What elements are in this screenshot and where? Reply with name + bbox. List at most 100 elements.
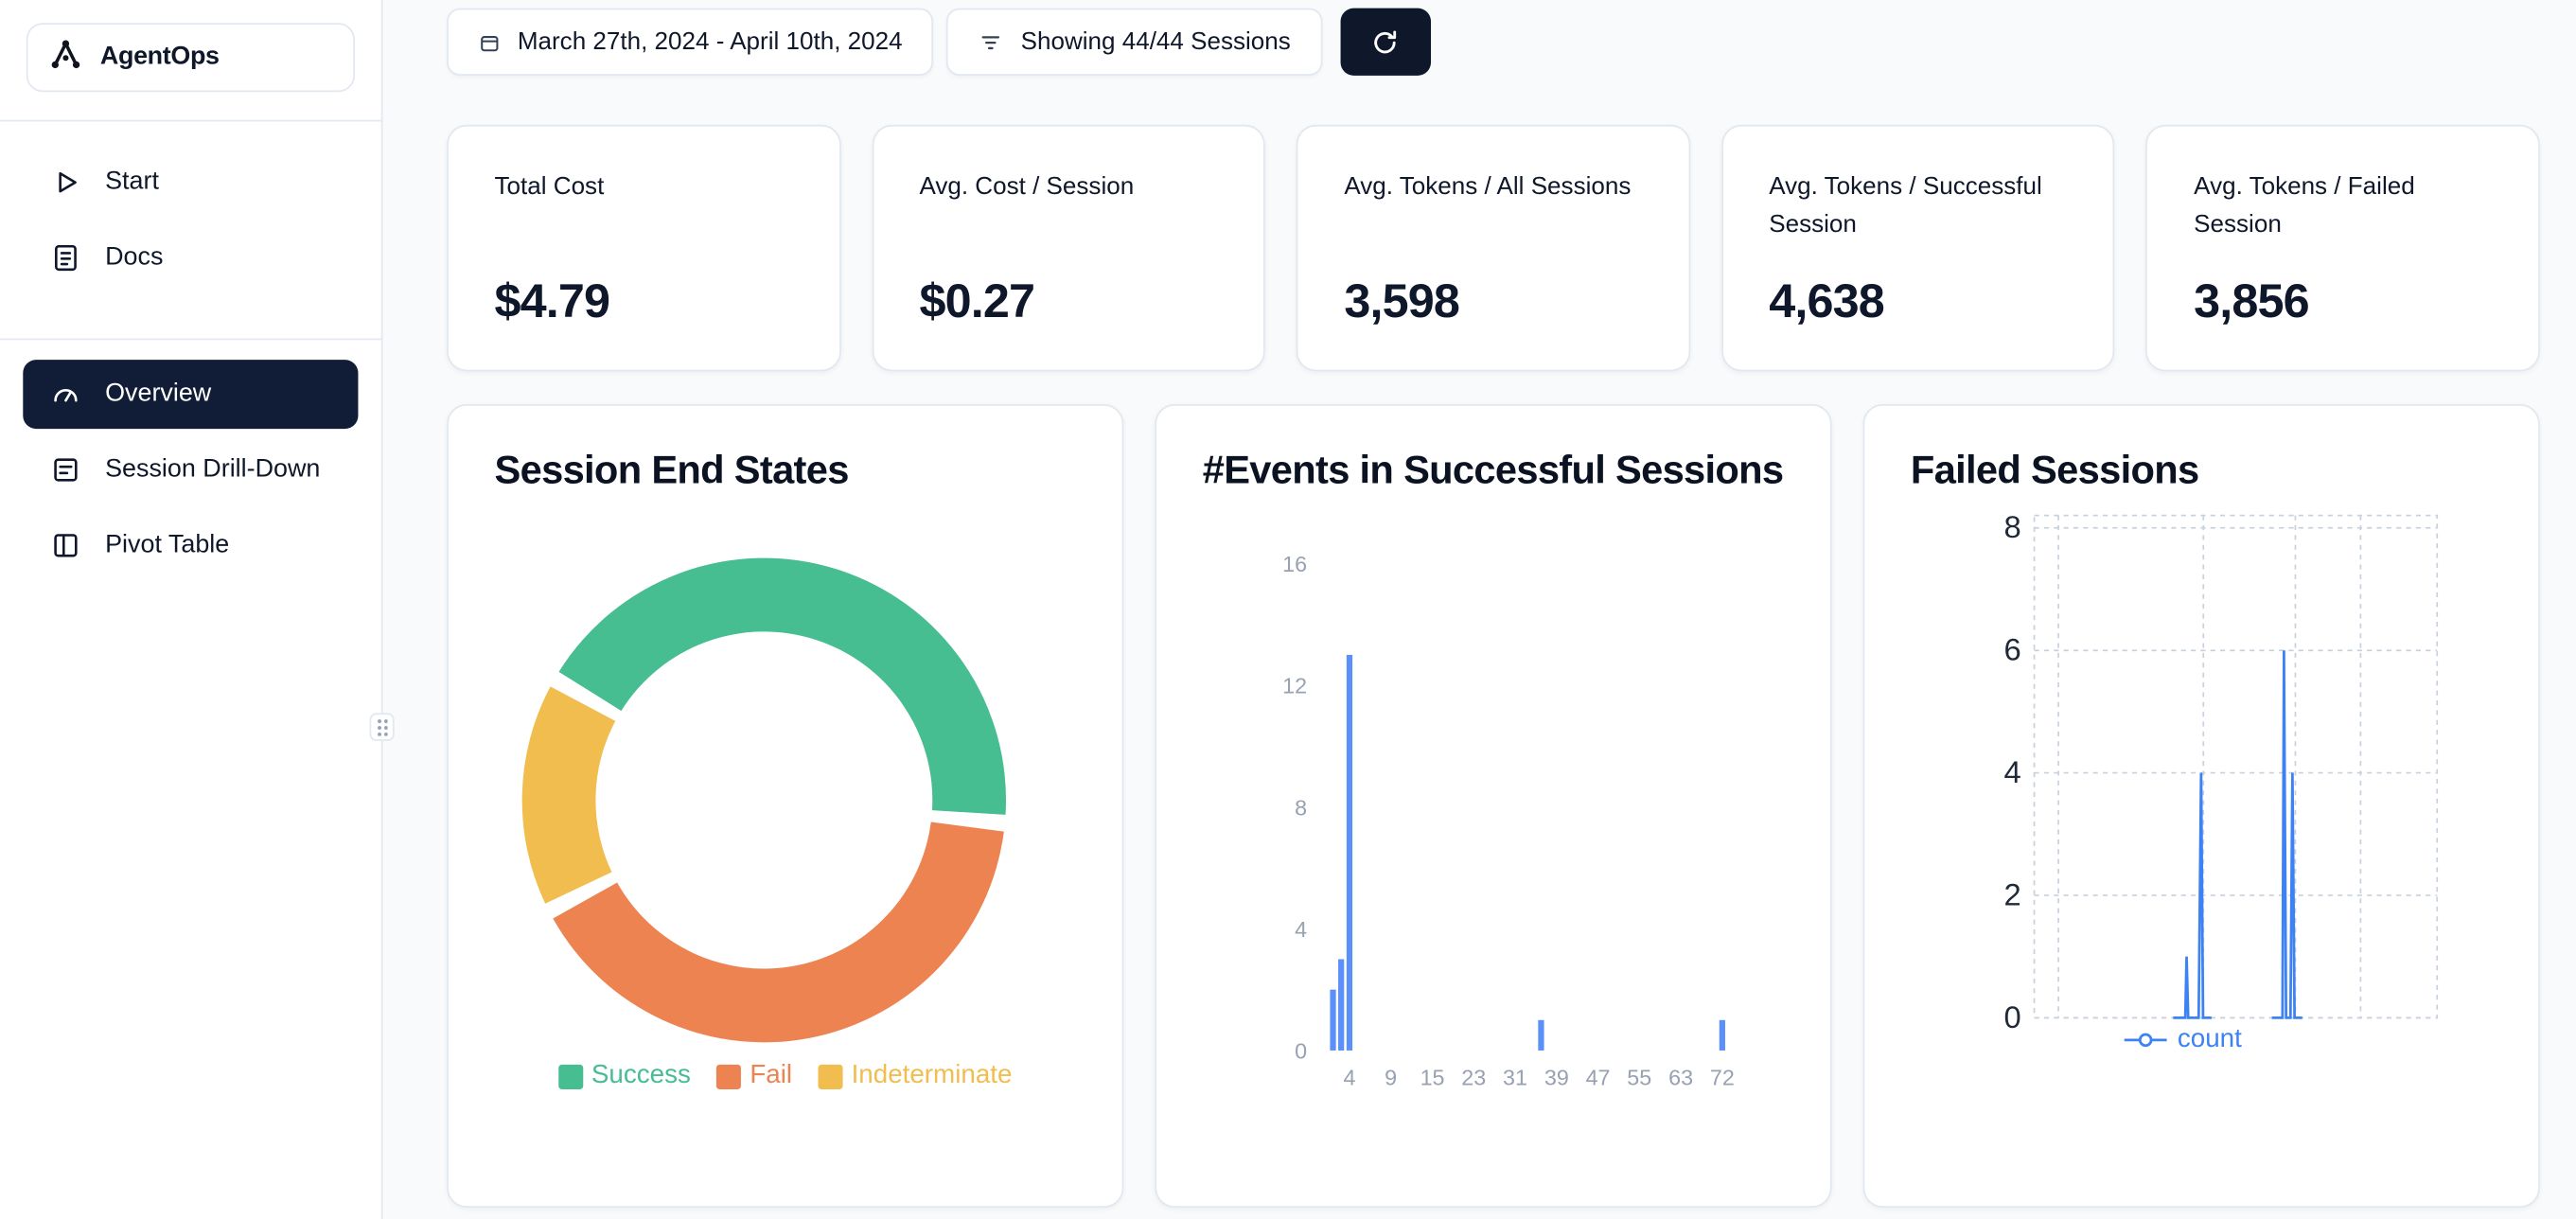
x-tick-label: 23 bbox=[1461, 1065, 1486, 1089]
line-marker-icon bbox=[2125, 1033, 2168, 1048]
y-tick-label: 2 bbox=[2004, 876, 2021, 911]
chart-title: #Events in Successful Sessions bbox=[1202, 448, 1784, 493]
stat-label: Total Cost bbox=[494, 172, 605, 201]
histogram-bar bbox=[1330, 989, 1336, 1051]
failed-sessions-card: Failed Sessions 0 2 4 6 8 count bbox=[1862, 404, 2540, 1208]
count-line bbox=[2173, 772, 2212, 1019]
stat-value: 4,638 bbox=[1769, 275, 1885, 329]
legend-swatch-icon bbox=[818, 1064, 843, 1089]
topbar: March 27th, 2024 - April 10th, 2024 Show… bbox=[447, 8, 2540, 76]
session-end-states-card: Session End States Success Fail Indetermin… bbox=[447, 404, 1124, 1208]
stat-value: 3,856 bbox=[2194, 275, 2310, 329]
sidebar-item-label: Session Drill-Down bbox=[105, 454, 321, 484]
sidebar-resize-handle[interactable] bbox=[369, 713, 395, 741]
stat-label: Avg. Tokens / Successful Session bbox=[1769, 172, 2042, 238]
app-title: AgentOps bbox=[99, 43, 220, 71]
x-tick-label: 47 bbox=[1586, 1065, 1611, 1089]
stat-card-avg-tokens-successful: Avg. Tokens / Successful Session 4,638 bbox=[1720, 124, 2115, 372]
calendar-icon bbox=[478, 30, 501, 53]
sidebar-item-label: Start bbox=[105, 168, 159, 196]
gauge-icon bbox=[49, 378, 82, 411]
stat-value: 3,598 bbox=[1344, 275, 1460, 329]
sidebar-item-label: Pivot Table bbox=[105, 530, 230, 559]
legend-item-fail[interactable]: Fail bbox=[716, 1061, 793, 1090]
count-legend-item[interactable]: count bbox=[2036, 1025, 2331, 1054]
x-tick-label: 72 bbox=[1710, 1065, 1735, 1089]
date-range-button[interactable]: March 27th, 2024 - April 10th, 2024 bbox=[447, 8, 934, 76]
legend-label: Fail bbox=[750, 1061, 793, 1089]
y-tick-label: 6 bbox=[2004, 632, 2021, 667]
charts-row: Session End States Success Fail Indetermin… bbox=[447, 404, 2540, 1208]
y-tick-label: 0 bbox=[1295, 1039, 1307, 1064]
x-tick-label: 63 bbox=[1668, 1065, 1693, 1089]
x-tick-label: 9 bbox=[1385, 1065, 1397, 1089]
donut-slice-success bbox=[558, 557, 1007, 815]
x-tick-label: 31 bbox=[1503, 1065, 1527, 1089]
donut-slice-indeterminate bbox=[521, 686, 616, 904]
stat-value: $0.27 bbox=[919, 275, 1035, 329]
donut-legend: Success Fail Indeterminate bbox=[449, 1061, 1122, 1090]
stat-card-avg-tokens-all: Avg. Tokens / All Sessions 3,598 bbox=[1297, 124, 1690, 372]
drilldown-icon bbox=[49, 453, 82, 486]
y-tick-label: 4 bbox=[1295, 917, 1307, 942]
stats-row: Total Cost $4.79 Avg. Cost / Session $0.… bbox=[447, 124, 2540, 372]
pivot-table-icon bbox=[49, 529, 82, 562]
donut-slice-fail bbox=[553, 822, 1004, 1043]
sidebar-item-label: Overview bbox=[105, 380, 212, 408]
stat-card-avg-cost-session: Avg. Cost / Session $0.27 bbox=[872, 124, 1266, 372]
stat-card-total-cost: Total Cost $4.79 bbox=[447, 124, 841, 372]
sessions-filter-button[interactable]: Showing 44/44 Sessions bbox=[946, 8, 1322, 76]
plot-border bbox=[2033, 514, 2439, 1019]
main-content: March 27th, 2024 - April 10th, 2024 Show… bbox=[382, 0, 2576, 1219]
sidebar-divider bbox=[0, 119, 381, 122]
histogram-bar bbox=[1338, 959, 1345, 1051]
x-tick-label: 39 bbox=[1544, 1065, 1569, 1089]
histogram-bar bbox=[1719, 1019, 1725, 1051]
y-tick-label: 12 bbox=[1282, 674, 1307, 698]
legend-item-indeterminate[interactable]: Indeterminate bbox=[818, 1061, 1013, 1090]
chart-title: Session End States bbox=[494, 448, 850, 493]
refresh-button[interactable] bbox=[1339, 8, 1431, 76]
sidebar-item-label: Docs bbox=[105, 242, 164, 272]
y-tick-label: 0 bbox=[2004, 999, 2021, 1034]
histogram-bar bbox=[1538, 1019, 1544, 1051]
stat-label: Avg. Tokens / All Sessions bbox=[1344, 172, 1632, 201]
y-tick-label: 8 bbox=[2004, 509, 2021, 544]
sidebar: AgentOps Start Docs bbox=[0, 0, 383, 1219]
chart-title: Failed Sessions bbox=[1910, 448, 2199, 493]
sidebar-item-docs[interactable]: Docs bbox=[23, 221, 358, 296]
sidebar-item-start[interactable]: Start bbox=[23, 145, 358, 221]
stat-label: Avg. Tokens / Failed Session bbox=[2194, 172, 2415, 238]
legend-label: Indeterminate bbox=[851, 1061, 1013, 1089]
sidebar-nav-main: Overview Session Drill-Down Pivot Table bbox=[0, 340, 381, 583]
events-histogram-card: #Events in Successful Sessions 0 4 8 12 16 4 9… bbox=[1155, 404, 1832, 1208]
y-tick-label: 4 bbox=[2004, 754, 2021, 789]
x-tick-label: 55 bbox=[1627, 1065, 1651, 1089]
sessions-filter-label: Showing 44/44 Sessions bbox=[1020, 27, 1291, 57]
count-legend-label: count bbox=[2177, 1025, 2242, 1053]
filter-icon bbox=[978, 28, 1004, 55]
sidebar-item-pivot-table[interactable]: Pivot Table bbox=[23, 507, 358, 583]
sidebar-divider bbox=[0, 338, 381, 341]
stat-card-avg-tokens-failed: Avg. Tokens / Failed Session 3,856 bbox=[2145, 124, 2540, 372]
stat-value: $4.79 bbox=[494, 275, 611, 329]
sidebar-item-overview[interactable]: Overview bbox=[23, 360, 359, 430]
stat-label: Avg. Cost / Session bbox=[919, 172, 1135, 201]
app-logo[interactable]: AgentOps bbox=[26, 23, 355, 93]
date-range-label: March 27th, 2024 - April 10th, 2024 bbox=[517, 27, 903, 57]
legend-item-success[interactable]: Success bbox=[558, 1061, 691, 1090]
y-tick-label: 16 bbox=[1282, 552, 1307, 576]
x-tick-label: 4 bbox=[1343, 1065, 1355, 1089]
drag-dots-icon bbox=[376, 717, 388, 736]
histogram-bar bbox=[1346, 654, 1353, 1051]
sidebar-item-session-drill-down[interactable]: Session Drill-Down bbox=[23, 433, 358, 508]
agentops-logo-icon bbox=[47, 35, 83, 80]
legend-label: Success bbox=[591, 1061, 691, 1089]
docs-icon bbox=[49, 241, 82, 274]
legend-swatch-icon bbox=[558, 1064, 584, 1089]
sidebar-nav-top: Start Docs bbox=[0, 121, 381, 295]
failed-sessions-line-chart: 0 2 4 6 8 bbox=[2004, 509, 2439, 1034]
x-tick-label: 15 bbox=[1420, 1065, 1445, 1089]
refresh-icon bbox=[1370, 27, 1400, 57]
